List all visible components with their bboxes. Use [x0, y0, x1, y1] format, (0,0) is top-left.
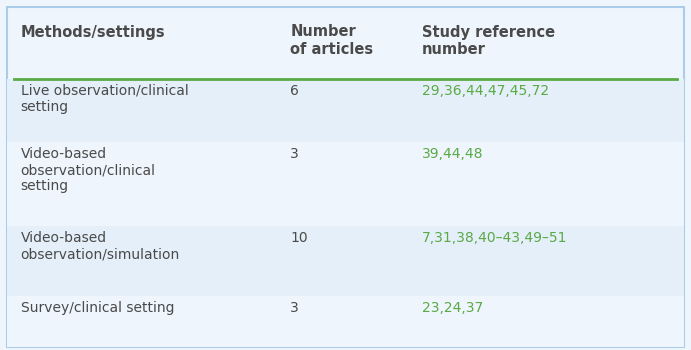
- Text: 10: 10: [290, 231, 308, 245]
- Text: 3: 3: [290, 301, 299, 315]
- Text: Video-based
observation/simulation: Video-based observation/simulation: [21, 231, 180, 261]
- Text: 7,31,38,40–43,49–51: 7,31,38,40–43,49–51: [422, 231, 567, 245]
- FancyBboxPatch shape: [7, 79, 684, 142]
- Text: 39,44,48: 39,44,48: [422, 147, 483, 161]
- Text: 23,24,37: 23,24,37: [422, 301, 483, 315]
- Text: 3: 3: [290, 147, 299, 161]
- Text: Live observation/clinical
setting: Live observation/clinical setting: [21, 84, 189, 114]
- FancyBboxPatch shape: [7, 296, 684, 346]
- Text: Survey/clinical setting: Survey/clinical setting: [21, 301, 174, 315]
- Text: 6: 6: [290, 84, 299, 98]
- FancyBboxPatch shape: [7, 142, 684, 226]
- Text: Study reference
number: Study reference number: [422, 25, 555, 57]
- Text: Methods/settings: Methods/settings: [21, 25, 165, 40]
- FancyBboxPatch shape: [7, 226, 684, 296]
- Text: Video-based
observation/clinical
setting: Video-based observation/clinical setting: [21, 147, 155, 194]
- FancyBboxPatch shape: [7, 7, 684, 346]
- Text: 29,36,44,47,45,72: 29,36,44,47,45,72: [422, 84, 549, 98]
- Text: Number
of articles: Number of articles: [290, 25, 373, 57]
